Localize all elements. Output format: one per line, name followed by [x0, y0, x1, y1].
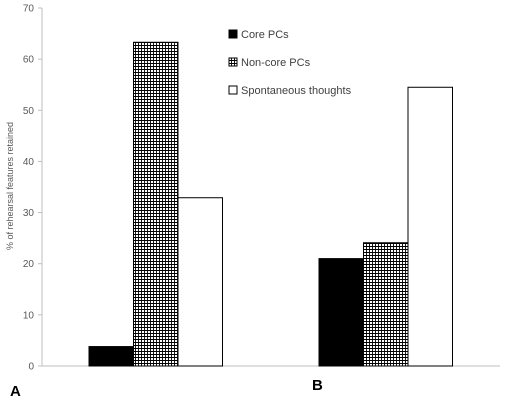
bar-non-core-pcs-b — [363, 242, 409, 367]
bar-non-core-pcs-a — [133, 41, 179, 367]
y-tick-label: 0 — [28, 362, 34, 373]
legend-label-core-pcs: Core PCs — [241, 29, 289, 41]
y-tick-label: 10 — [23, 310, 35, 321]
legend-swatch-core-pcs — [228, 29, 238, 39]
panel-label-a: A — [10, 383, 21, 400]
legend-swatch-non-core-pcs — [228, 57, 238, 67]
bar-core-pcs-a — [88, 346, 134, 367]
bar-core-pcs-b — [318, 258, 364, 367]
y-tick-label: 60 — [23, 55, 35, 66]
legend-swatch-spontaneous-thoughts — [228, 85, 238, 95]
y-tick-label: 70 — [23, 4, 35, 15]
y-axis-label: % of rehearsal features retained — [5, 122, 15, 250]
y-tick-label: 50 — [23, 106, 35, 117]
y-tick-label: 30 — [23, 208, 35, 219]
panel-label-b: B — [312, 377, 323, 394]
bar-spontaneous-thoughts-b — [407, 86, 453, 367]
bar-spontaneous-thoughts-a — [177, 197, 223, 367]
y-tick-label: 20 — [23, 259, 35, 270]
legend-label-non-core-pcs: Non-core PCs — [241, 57, 311, 69]
y-tick-label: 40 — [23, 157, 35, 168]
legend-label-spontaneous-thoughts: Spontaneous thoughts — [241, 85, 352, 97]
